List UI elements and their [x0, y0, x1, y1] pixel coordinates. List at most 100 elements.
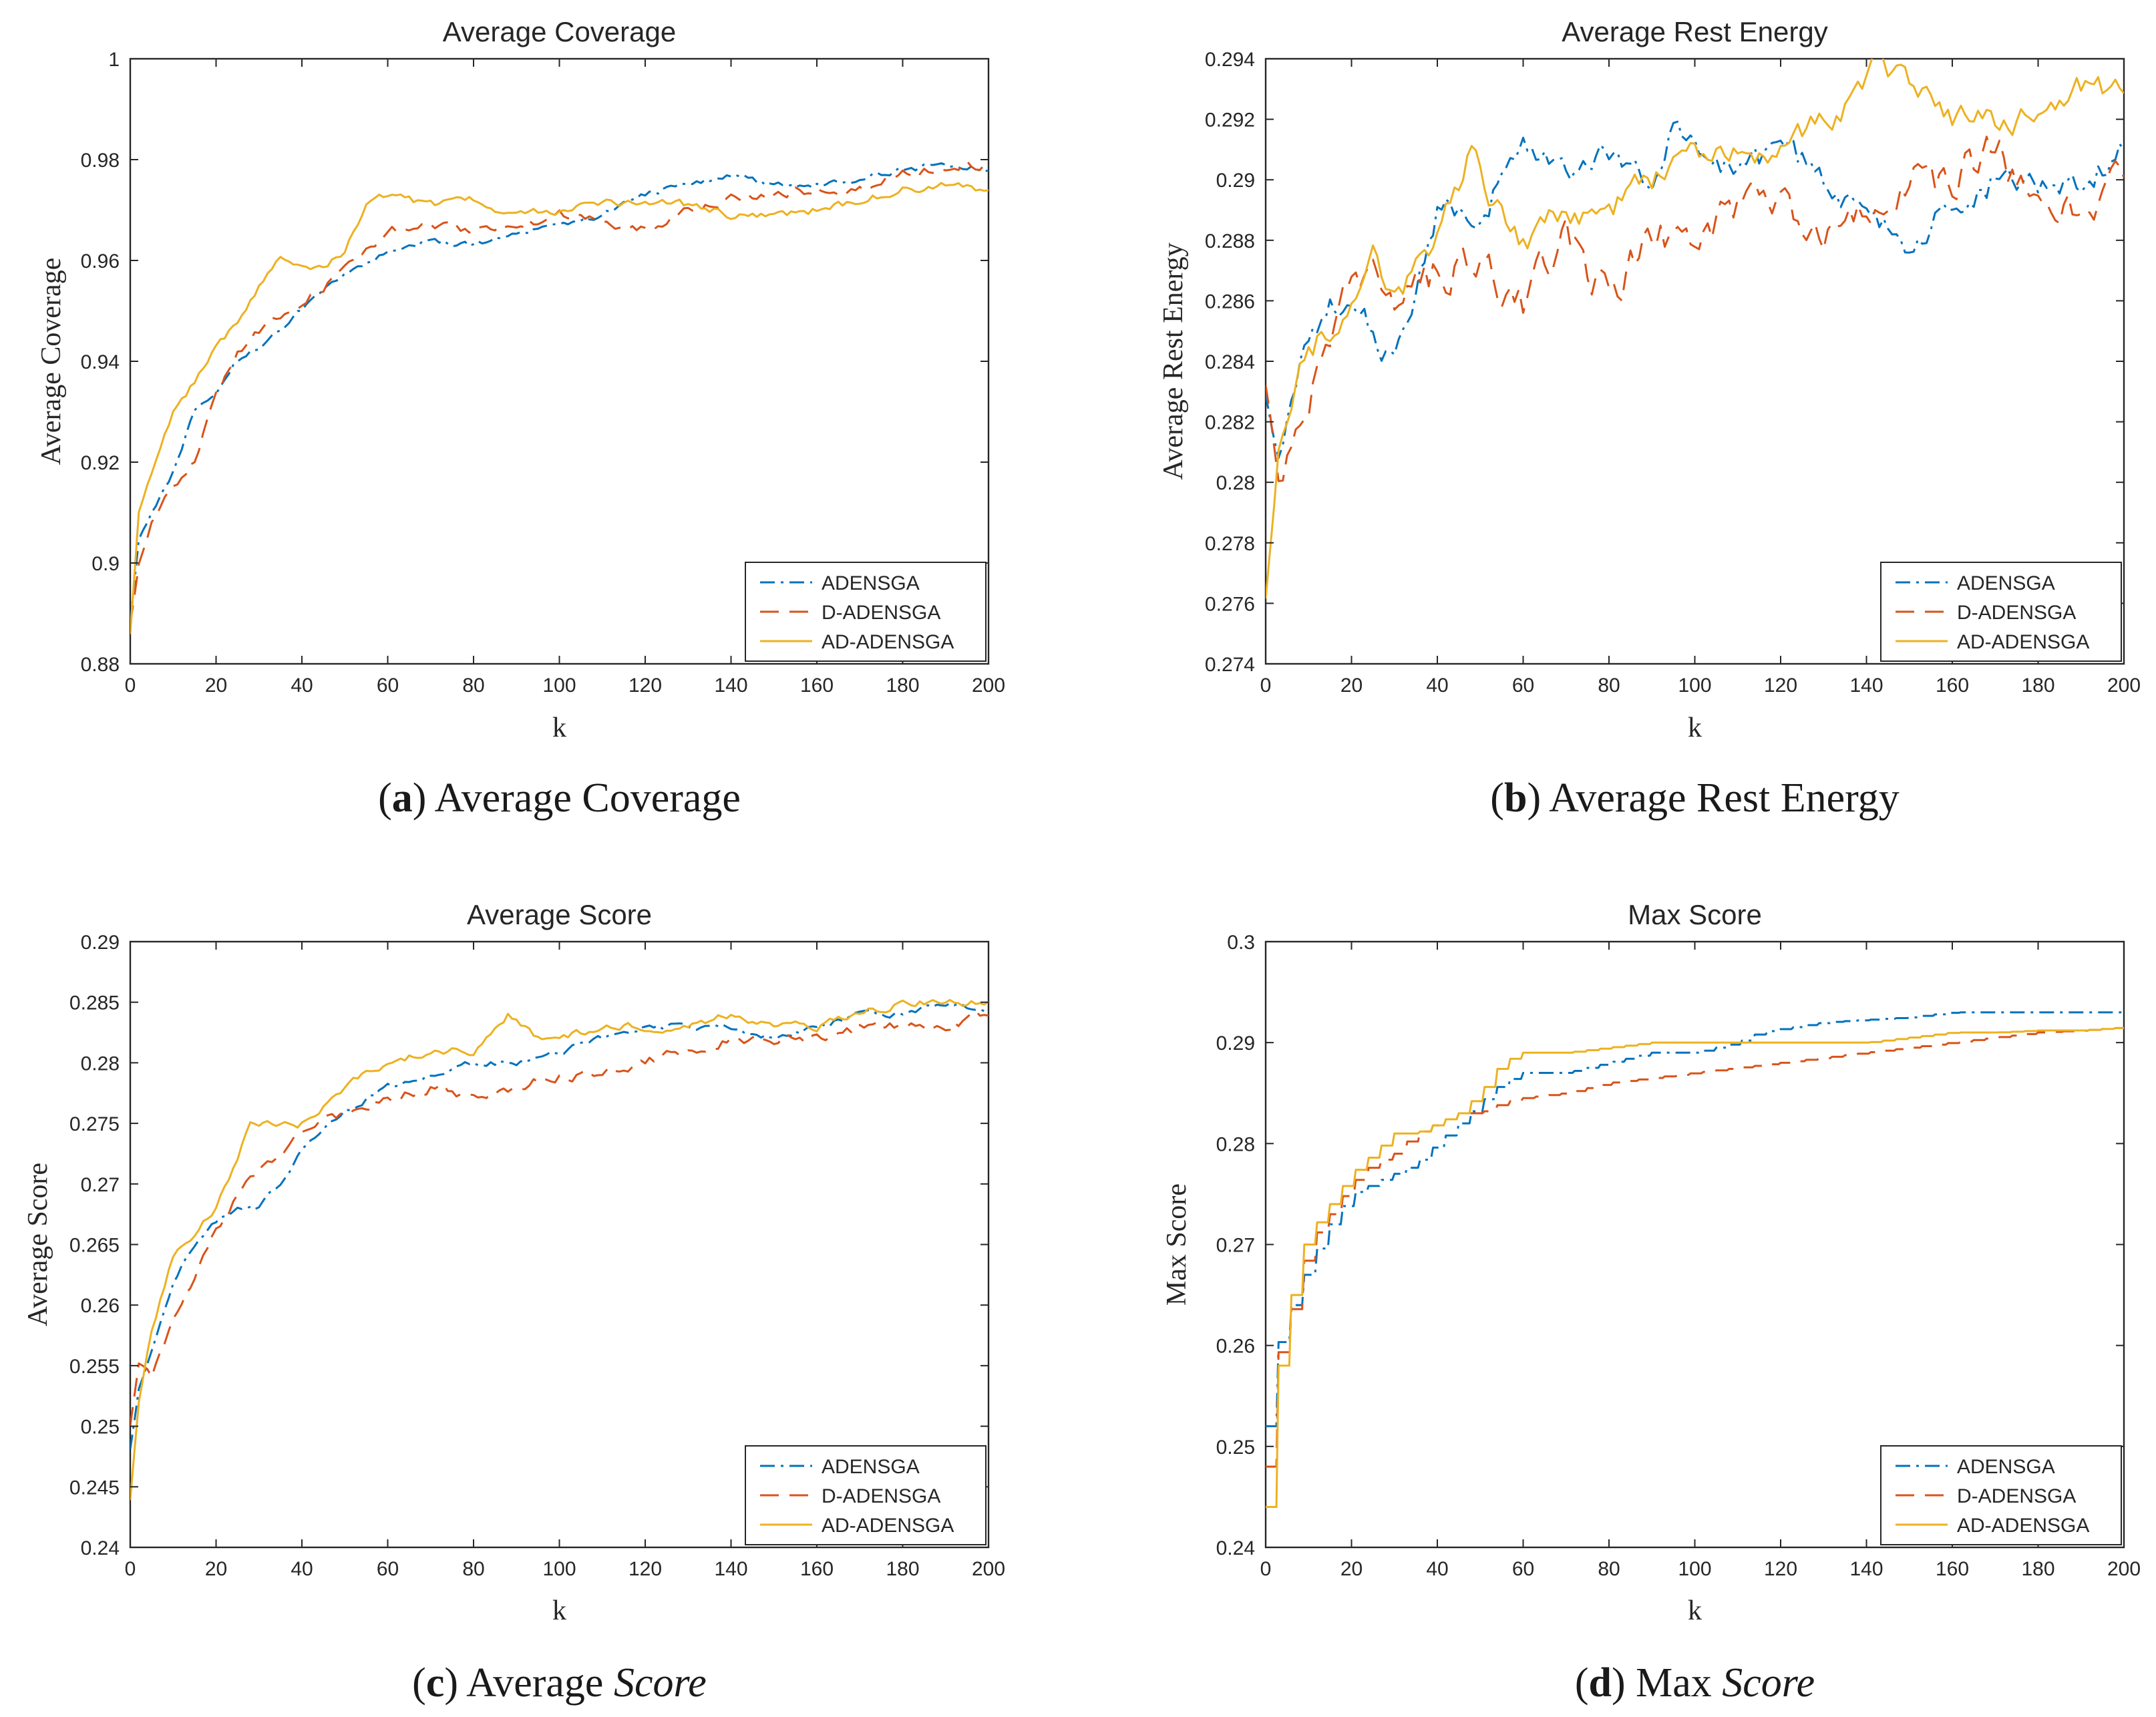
- y-tick-label: 0.278: [1205, 533, 1255, 555]
- x-tick-label: 20: [1340, 675, 1363, 697]
- legend-box: [1880, 1445, 2122, 1545]
- x-tick-label: 100: [542, 1558, 576, 1580]
- y-tick-label: 0.94: [81, 351, 120, 373]
- x-tick-label: 120: [1764, 1558, 1797, 1580]
- series-line-ad-adensga: [130, 182, 989, 634]
- x-tick-label: 80: [1598, 1558, 1620, 1580]
- x-axis-label: k: [552, 1595, 566, 1626]
- x-tick-label: 40: [291, 1558, 313, 1580]
- y-tick-label: 0.28: [81, 1053, 120, 1075]
- caption-text-plain: Max: [1636, 1660, 1712, 1706]
- y-tick-label: 0.98: [81, 150, 120, 172]
- chart-panel-d: 0 20 40 60 80 100 120 140 160 180 200 0.24 0.25 0.26 0…: [1161, 899, 2141, 1706]
- x-tick-label: 100: [1678, 675, 1711, 697]
- x-axis-label: k: [552, 713, 566, 743]
- legend-label-adensga: ADENSGA: [1957, 572, 2055, 594]
- x-tick-label: 140: [1849, 1558, 1883, 1580]
- series-line-adensga: [1266, 1011, 2124, 1428]
- y-tick-label: 0.24: [1216, 1537, 1255, 1559]
- x-tick-label: 140: [714, 675, 747, 697]
- y-tick-label: 0.255: [69, 1356, 120, 1378]
- series-group: [130, 160, 989, 634]
- panel-caption: (b) Average Rest Energy: [1490, 775, 1899, 821]
- chart-title: Average Score: [467, 899, 652, 930]
- chart-title: Max Score: [1628, 899, 1762, 930]
- legend-label-adensga: ADENSGA: [822, 572, 920, 594]
- series-group: [1266, 59, 2124, 599]
- legend-box: [745, 562, 986, 662]
- x-tick-label: 200: [2107, 1558, 2141, 1580]
- y-tick-label: 0.286: [1205, 291, 1255, 313]
- panels: 0 20 40 60 80 100 120 140 160 180 2000.880.90.920.…: [23, 16, 2141, 1706]
- y-axis-label: Average Coverage: [36, 258, 67, 465]
- legend-label-ad-adensga: AD-ADENSGA: [822, 631, 954, 653]
- x-tick-label: 160: [800, 675, 834, 697]
- legend-label-ad-adensga: AD-ADENSGA: [1957, 631, 2089, 653]
- x-tick-label: 0: [125, 1558, 136, 1580]
- legend: ADENSGA D-ADENSGA AD-ADENSGA: [1880, 1445, 2122, 1545]
- y-tick-label: 0.27: [81, 1174, 120, 1196]
- x-tick-label: 180: [2021, 1558, 2054, 1580]
- y-tick-label: 0.284: [1205, 351, 1255, 373]
- y-tick-label: 0.276: [1205, 593, 1255, 615]
- legend-label-d-adensga: D-ADENSGA: [822, 602, 940, 624]
- legend-label-ad-adensga: AD-ADENSGA: [1957, 1515, 2089, 1537]
- caption-close-paren: ): [1527, 775, 1549, 821]
- legend-label-d-adensga: D-ADENSGA: [1957, 602, 2076, 624]
- y-tick-label: 0.29: [81, 932, 120, 954]
- x-tick-label: 0: [125, 675, 136, 697]
- legend: ADENSGA D-ADENSGA AD-ADENSGA: [745, 1445, 986, 1545]
- y-tick-label: 0.282: [1205, 412, 1255, 434]
- series-line-d-adensga: [130, 1009, 989, 1426]
- x-tick-label: 80: [462, 1558, 484, 1580]
- x-tick-label: 200: [2107, 675, 2141, 697]
- caption-letter: a: [392, 775, 413, 821]
- caption-letter: c: [426, 1660, 445, 1706]
- series-line-ad-adensga: [1266, 1026, 2124, 1509]
- x-axis-label: k: [1688, 713, 1702, 743]
- y-axis-label: Average Score: [23, 1163, 53, 1326]
- y-tick-label: 0.28: [1216, 472, 1255, 494]
- legend-label-adensga: ADENSGA: [1957, 1456, 2055, 1478]
- panel-caption: (a) Average Coverage: [378, 775, 741, 821]
- y-tick-label: 0.27: [1216, 1235, 1255, 1257]
- x-tick-label: 40: [1426, 1558, 1448, 1580]
- caption-open-paren: (: [378, 775, 392, 821]
- legend-label-ad-adensga: AD-ADENSGA: [822, 1515, 954, 1537]
- caption-text-plain: Average Rest Energy: [1549, 775, 1900, 821]
- x-tick-label: 20: [205, 675, 227, 697]
- y-tick-label: 0.28: [1216, 1133, 1255, 1155]
- legend-label-d-adensga: D-ADENSGA: [1957, 1485, 2076, 1507]
- legend: ADENSGA D-ADENSGA AD-ADENSGA: [745, 562, 986, 662]
- panel-caption: (c) Average Score: [412, 1660, 707, 1706]
- y-tick-label: 0.29: [1216, 1032, 1255, 1055]
- y-tick-label: 0.292: [1205, 110, 1255, 132]
- caption-text-italic: Score: [603, 1660, 706, 1706]
- x-tick-label: 0: [1260, 1558, 1272, 1580]
- x-tick-label: 60: [377, 1558, 399, 1580]
- caption-letter: b: [1504, 775, 1527, 821]
- caption-letter: d: [1588, 1660, 1611, 1706]
- x-tick-label: 60: [377, 675, 399, 697]
- x-tick-label: 40: [291, 675, 313, 697]
- chart-title: Average Coverage: [443, 16, 676, 47]
- y-tick-label: 0.26: [1216, 1336, 1255, 1358]
- caption-open-paren: (: [1575, 1660, 1589, 1706]
- y-tick-label: 0.285: [69, 992, 120, 1014]
- chart-panel-b: 0 20 40 60 80 100 120 140 160 180 200 0.274 0.276 0.2…: [1158, 16, 2141, 821]
- chart-panel-c: 0 20 40 60 80 100 120 140 160 180 200 0.24 0.245 0.25…: [23, 899, 1005, 1706]
- series-group: [130, 998, 989, 1501]
- y-tick-label: 0.3: [1227, 932, 1255, 954]
- y-tick-label: 0.88: [81, 654, 120, 676]
- chart-panel-a: 0 20 40 60 80 100 120 140 160 180 200 0.88 0.9 0.92 0.…: [36, 16, 1005, 821]
- y-axis-label: Average Rest Energy: [1158, 242, 1189, 480]
- y-tick-label: 0.9: [92, 553, 120, 575]
- y-tick-label: 0.265: [69, 1235, 120, 1257]
- y-tick-label: 0.26: [81, 1295, 120, 1317]
- x-tick-label: 160: [800, 1558, 834, 1580]
- x-tick-label: 200: [972, 675, 1005, 697]
- caption-text-italic: Score: [1712, 1660, 1815, 1706]
- x-tick-label: 140: [1849, 675, 1883, 697]
- series-line-ad-adensga: [1266, 59, 2124, 599]
